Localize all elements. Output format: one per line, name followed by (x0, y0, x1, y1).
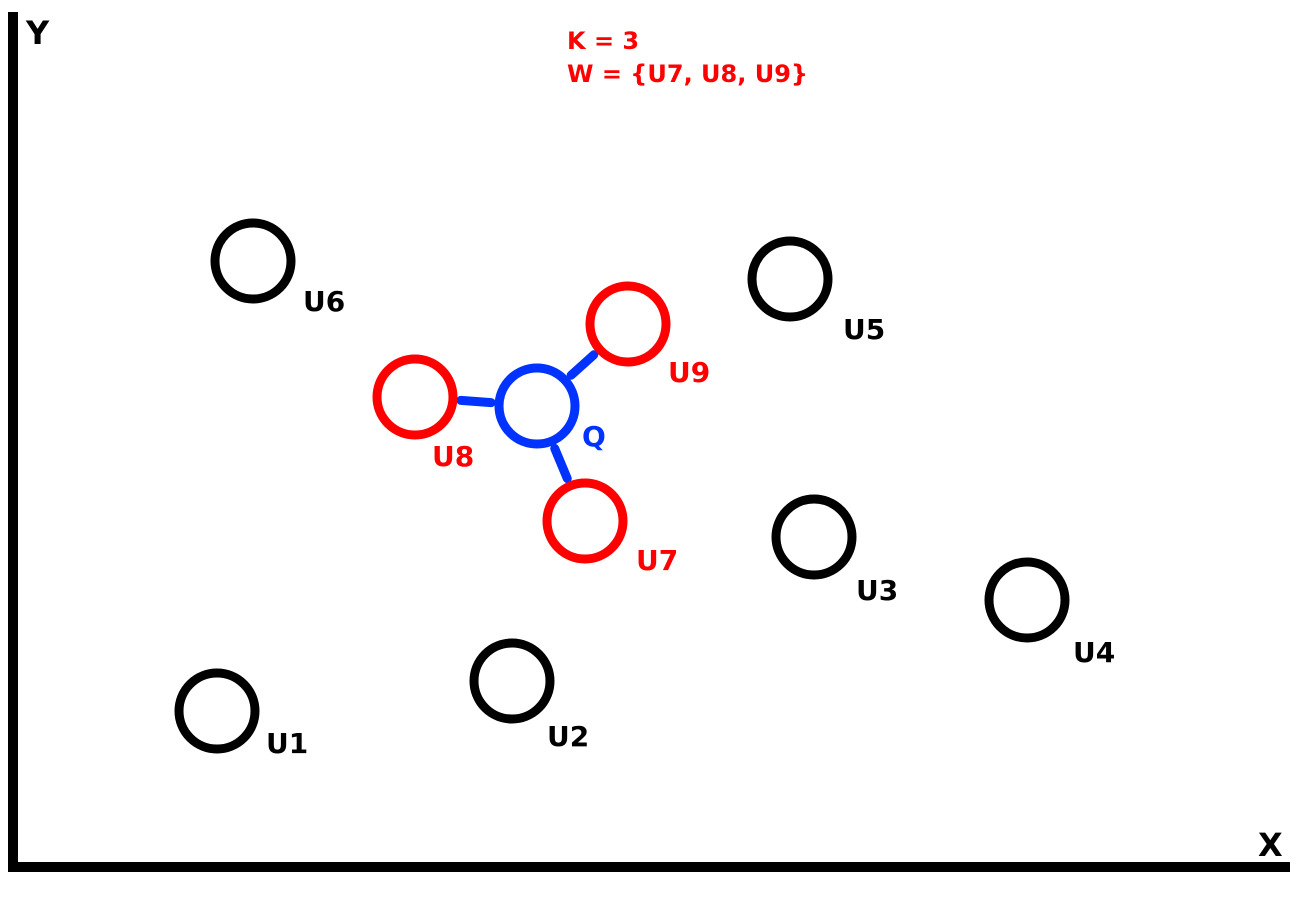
node-u2 (469, 638, 555, 724)
x-axis-label: X (1258, 826, 1283, 864)
node-label-u1: U1 (266, 727, 308, 760)
edge-q-u8 (456, 395, 496, 408)
node-label-u4: U4 (1073, 636, 1115, 669)
node-u4 (984, 557, 1070, 643)
node-label-u9: U9 (668, 356, 710, 389)
node-label-u2: U2 (547, 720, 589, 753)
node-u5 (747, 236, 833, 322)
node-q (494, 363, 580, 449)
node-u1 (174, 668, 260, 754)
points: U1 U2 U3 U4 U5 U6 U7 U8 U9 Q (174, 218, 1115, 760)
legend-k: K = 3 (567, 27, 639, 55)
node-u3 (771, 494, 857, 580)
edges (456, 350, 599, 484)
node-label-u8: U8 (432, 440, 474, 473)
node-u6 (210, 218, 296, 304)
node-u7 (542, 478, 628, 564)
node-label-u3: U3 (856, 574, 898, 607)
node-label-u5: U5 (843, 313, 885, 346)
node-label-u6: U6 (303, 285, 345, 318)
y-axis-label: Y (25, 14, 50, 52)
node-u9 (585, 281, 671, 367)
node-u8 (372, 354, 458, 440)
legend-w: W = {U7, U8, U9} (567, 60, 808, 88)
edge-q-u7 (550, 443, 572, 484)
node-label-u7: U7 (636, 544, 678, 577)
edge-q-u9 (566, 350, 599, 380)
node-label-q: Q (582, 420, 606, 453)
